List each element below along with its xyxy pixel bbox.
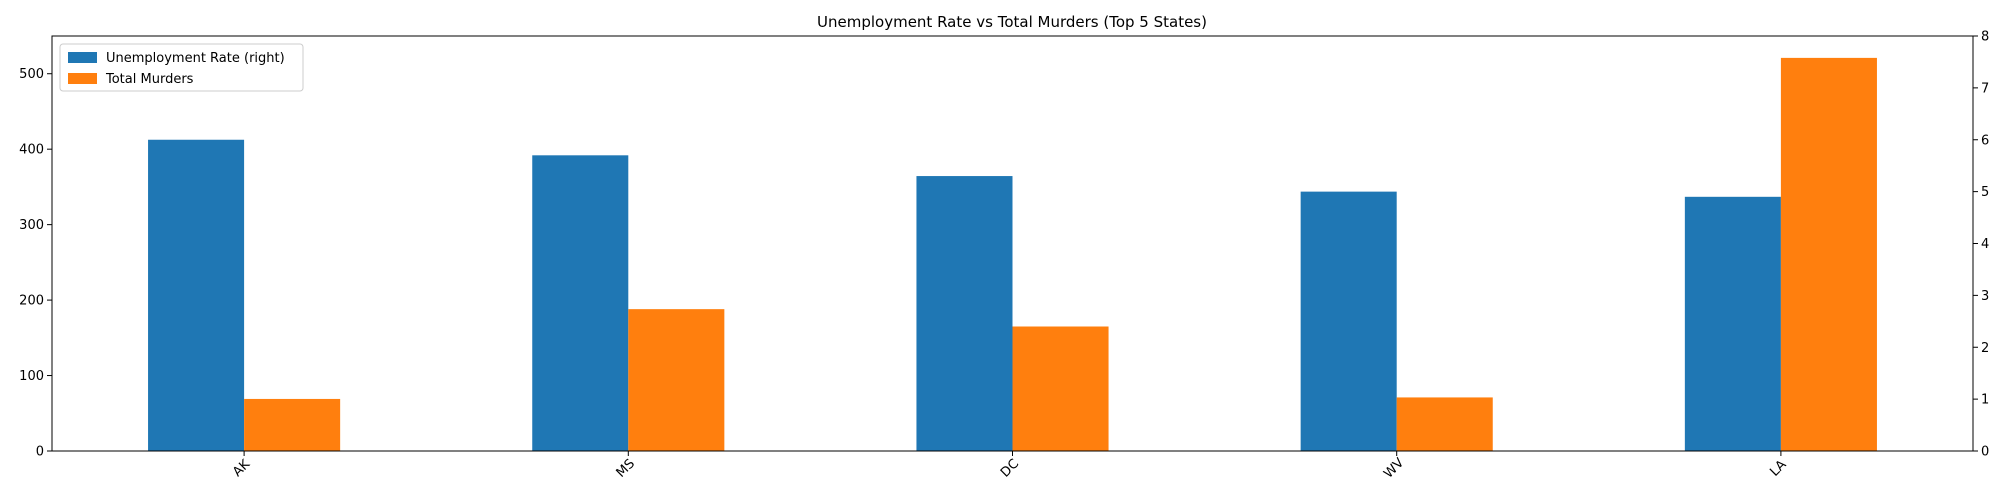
y-right-tick-label: 6 (1981, 133, 1989, 148)
y-right-tick-label: 0 (1981, 445, 1989, 460)
legend-swatch (68, 52, 97, 63)
legend-swatch (68, 73, 97, 84)
legend-box (59, 43, 304, 92)
bar-unemployment-rate-wv (1300, 191, 1397, 452)
legend: Unemployment Rate (right) Total Murders (59, 43, 304, 92)
y-right-tick-label: 4 (1981, 237, 1989, 252)
y-left-tick-label: 300 (19, 218, 44, 233)
y-right-tick-label: 7 (1981, 81, 1989, 96)
legend-label: Unemployment Rate (right) (106, 51, 285, 66)
y-left-tick-label: 400 (19, 143, 44, 158)
legend-label: Total Murders (105, 72, 194, 87)
y-right-tick-label: 5 (1981, 185, 1989, 200)
bar-unemployment-rate-ak (148, 139, 245, 451)
y-right-tick-label: 2 (1981, 341, 1989, 356)
y-right-tick-label: 1 (1981, 393, 1989, 408)
x-tick-label: AK (230, 457, 253, 480)
bar-unemployment-rate-la (1684, 196, 1781, 451)
x-tick-label: MS (614, 456, 638, 480)
bar-total-murders-ms (628, 309, 725, 451)
bar-total-murders-dc (1012, 326, 1109, 451)
bar-total-murders-wv (1396, 397, 1493, 451)
bar-total-murders-ak (244, 398, 341, 451)
y-right-tick-label: 3 (1981, 289, 1989, 304)
bar-unemployment-rate-dc (916, 176, 1013, 451)
y-right-tick-label: 8 (1981, 30, 1989, 45)
y-left-tick-label: 100 (19, 369, 44, 384)
y-left-tick-label: 200 (19, 294, 44, 309)
bar-total-murders-la (1780, 57, 1877, 451)
y-left-tick-label: 0 (36, 445, 44, 460)
chart-title: Unemployment Rate vs Total Murders (Top … (817, 13, 1207, 31)
x-tick-label: WV (1381, 455, 1407, 481)
y-left-tick-label: 500 (19, 67, 44, 82)
x-tick-label: LA (1767, 457, 1789, 479)
bar-unemployment-rate-ms (532, 155, 629, 451)
x-tick-label: DC (998, 456, 1022, 480)
chart-marks (148, 57, 1877, 452)
